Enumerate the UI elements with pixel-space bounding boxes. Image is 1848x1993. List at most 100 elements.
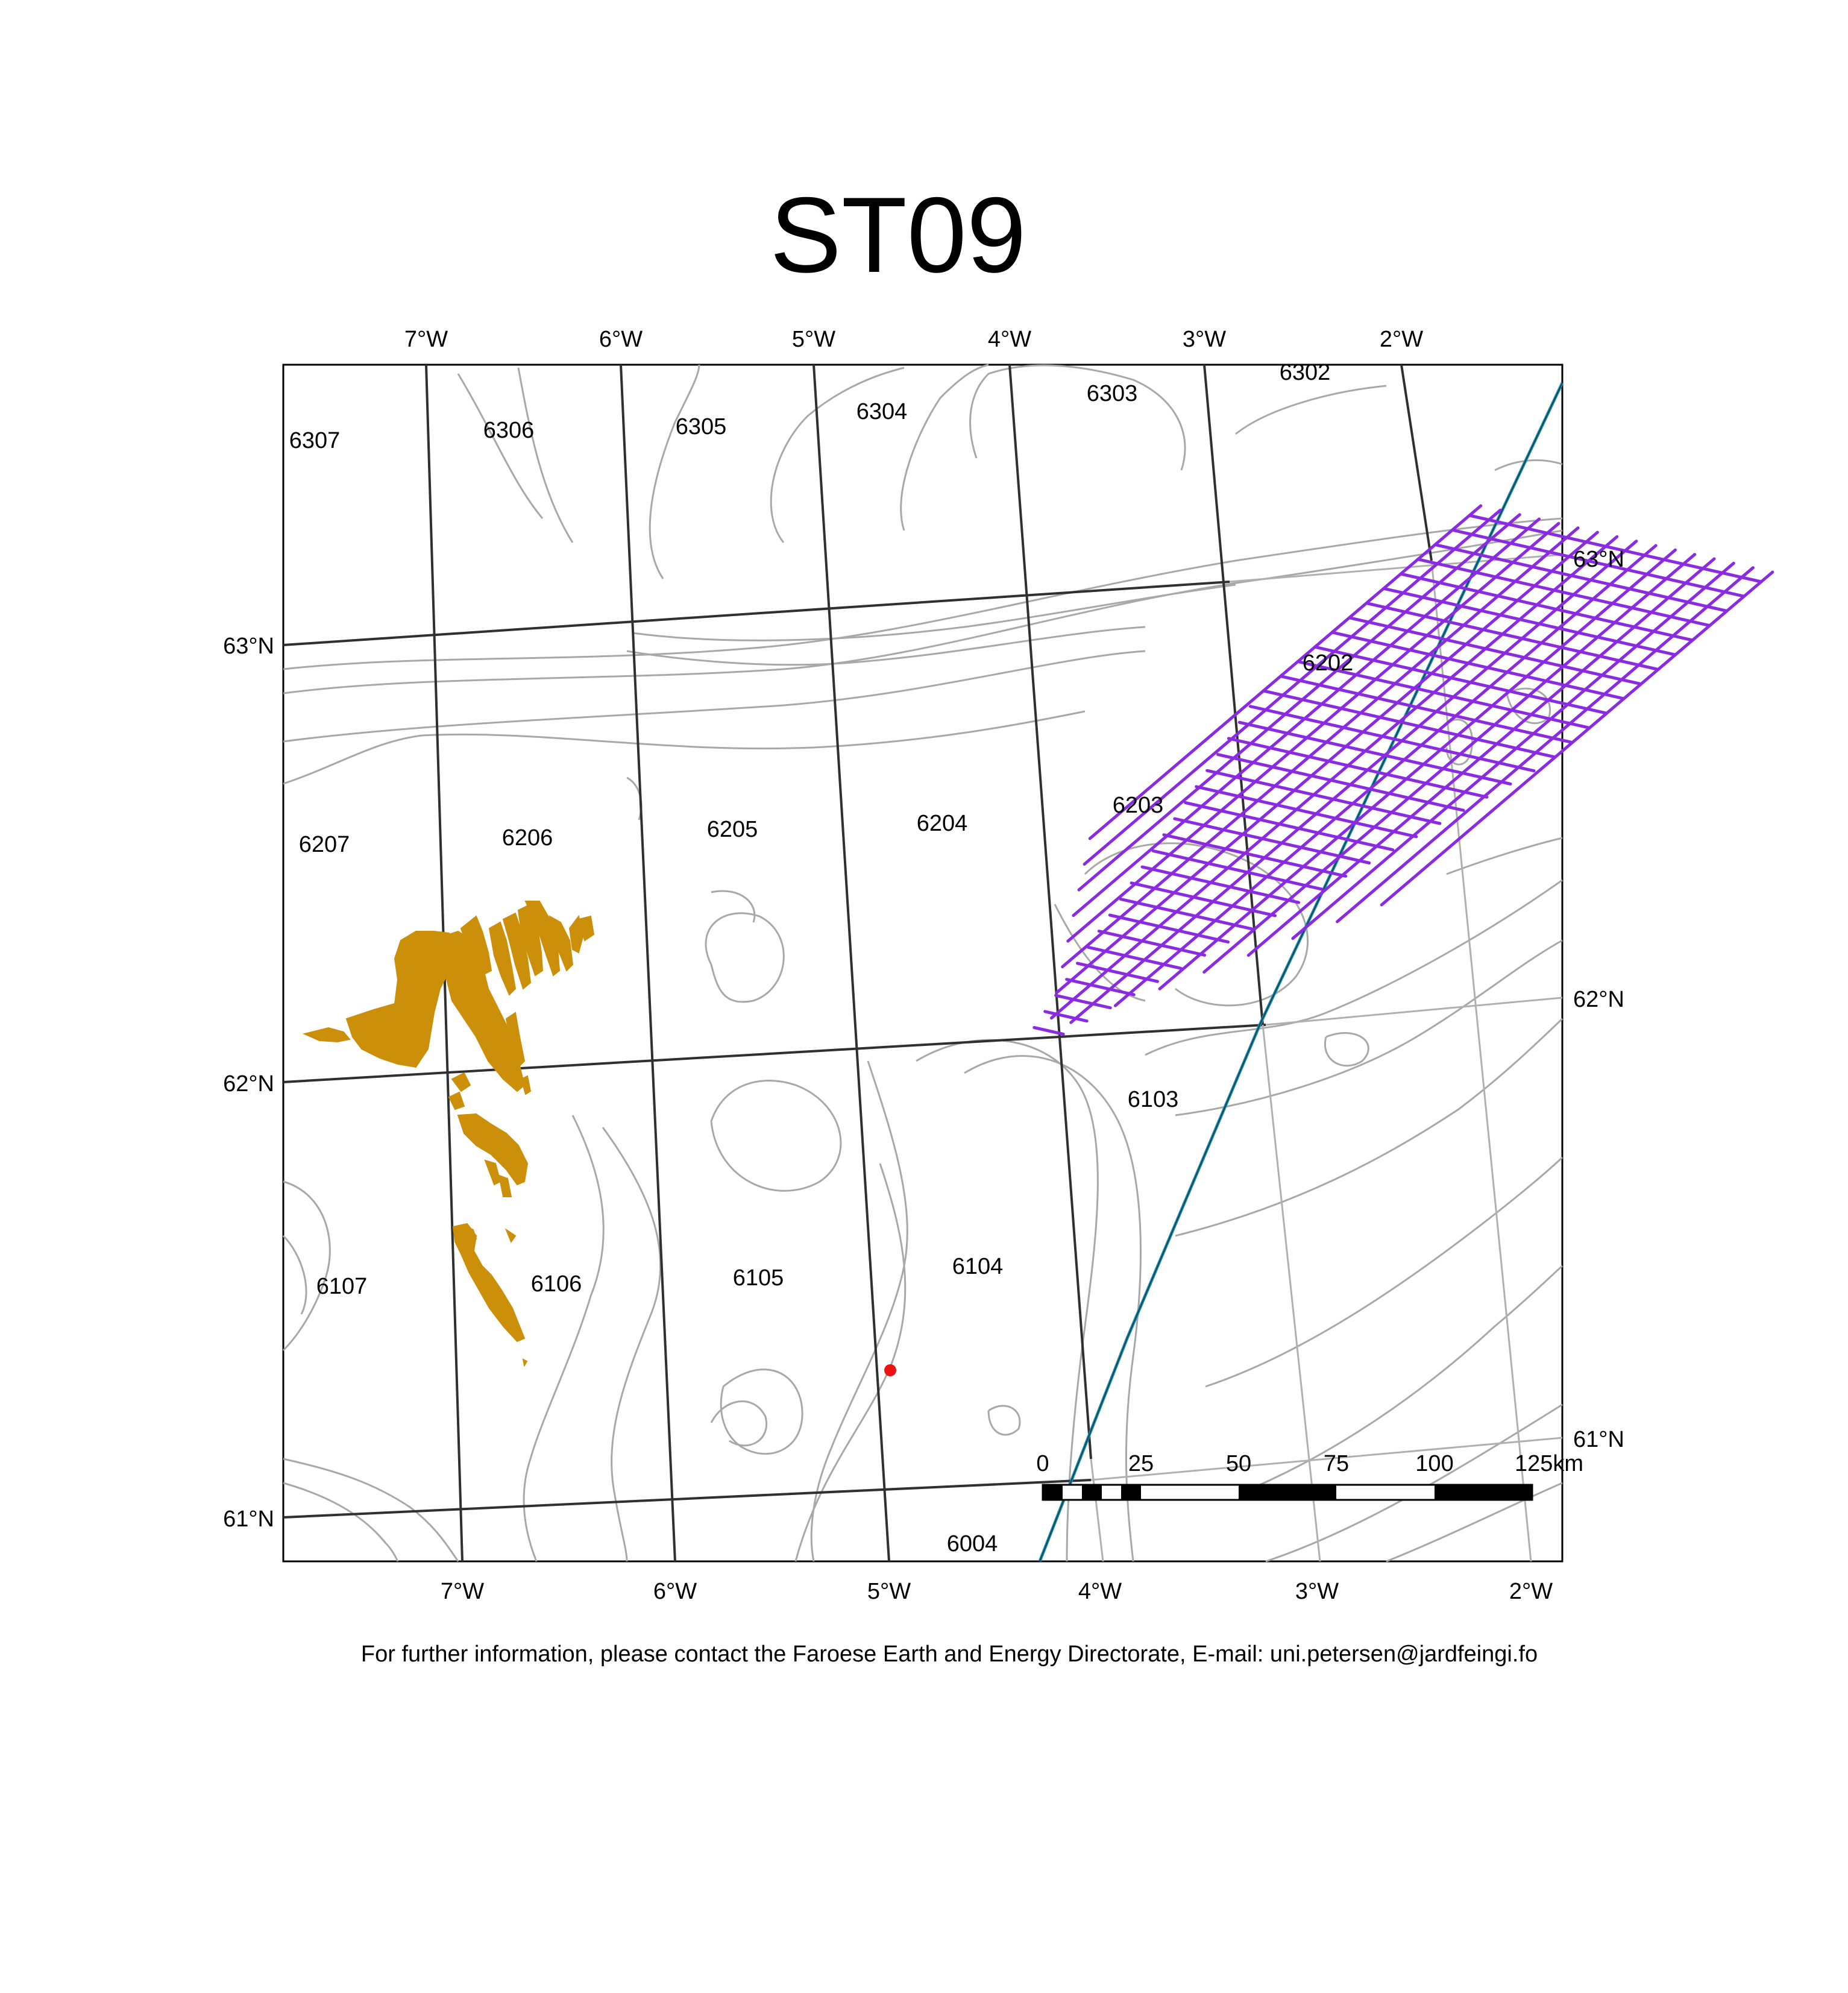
survey-line [1097, 930, 1206, 957]
scale-bar-label: 125km [1515, 1451, 1583, 1476]
quadrant-label: 6104 [952, 1254, 1004, 1279]
quadrant-label: 6004 [947, 1531, 998, 1557]
right-axis-label: 61°N [1573, 1427, 1624, 1452]
contact-footer: For further information, please contact … [360, 1642, 1538, 1667]
top-axis-label: 5°W [792, 327, 835, 352]
top-axis-label: 2°W [1380, 327, 1423, 352]
quadrant-label: 6203 [1113, 793, 1164, 818]
well-marker-icon [884, 1364, 896, 1376]
survey-line [1086, 945, 1183, 970]
survey-line [1069, 540, 1638, 1024]
bottom-axis-label: 7°W [441, 1579, 484, 1604]
survey-line [1468, 514, 1763, 584]
survey-line [1296, 660, 1591, 729]
top-axis-label: 4°W [988, 327, 1031, 352]
survey-line [1108, 913, 1230, 944]
depth-contours [282, 364, 1564, 1563]
scale-bar-segment [1082, 1485, 1102, 1500]
scale-bar-segment [1435, 1485, 1532, 1500]
scale-bar: 0 25 50 75 100 125km [1036, 1451, 1583, 1501]
right-axis-label: 62°N [1573, 987, 1624, 1012]
graticule-light [1090, 553, 1563, 1562]
scale-bar-label: 75 [1324, 1451, 1349, 1476]
quadrant-label: 6307 [289, 428, 341, 453]
bottom-axis-label: 3°W [1295, 1579, 1339, 1604]
survey-line [1043, 1010, 1089, 1023]
quadrant-label: 6206 [502, 825, 553, 851]
survey-line [1416, 558, 1711, 628]
survey-line [1348, 616, 1643, 686]
scale-bar-segment [1043, 1485, 1063, 1500]
survey-line [1237, 720, 1512, 786]
quadrant-label: 6202 [1303, 650, 1354, 676]
survey-line [1072, 517, 1541, 918]
survey-line [1216, 753, 1465, 812]
quadrant-label: 6106 [531, 1271, 582, 1297]
survey-lines [1032, 504, 1774, 1036]
scale-bar-label: 25 [1128, 1451, 1154, 1476]
map-frame [282, 364, 1564, 1563]
left-axis-label: 63°N [223, 634, 274, 659]
scale-bar-label: 50 [1226, 1451, 1251, 1476]
survey-line [1195, 785, 1418, 839]
survey-line [1140, 865, 1301, 904]
survey-line [1336, 566, 1755, 924]
right-axis-label: 63°N [1573, 547, 1624, 572]
survey-line [1066, 521, 1560, 943]
boundary-line-inner [1039, 382, 1563, 1562]
survey-line [1202, 553, 1697, 974]
graticule [283, 364, 1433, 1562]
top-axis-label: 6°W [599, 327, 643, 352]
survey-line [1151, 849, 1324, 891]
survey-line [1054, 993, 1112, 1010]
left-axis-label: 61°N [223, 1507, 274, 1532]
quadrant-label: 6303 [1087, 381, 1138, 406]
survey-line [1055, 531, 1599, 994]
map-title: ST09 [770, 175, 1026, 295]
survey-line [1088, 504, 1483, 840]
survey-line [1279, 675, 1574, 745]
left-axis-label: 62°N [223, 1071, 274, 1097]
survey-line [1113, 544, 1658, 1007]
bottom-axis-label: 2°W [1509, 1579, 1553, 1604]
quadrant-label: 6207 [299, 832, 350, 857]
quadrant-label: 6205 [707, 817, 758, 842]
survey-line [1205, 769, 1442, 825]
quadrant-label: 6103 [1128, 1087, 1179, 1112]
scale-bar-label: 0 [1036, 1451, 1049, 1476]
scale-bar-label: 100 [1415, 1451, 1453, 1476]
survey-line [1173, 817, 1371, 864]
scale-bar-segment [1239, 1485, 1336, 1500]
survey-line [1382, 587, 1677, 656]
faroe-islands-land [302, 901, 595, 1367]
top-axis-label: 3°W [1183, 327, 1226, 352]
survey-line [1077, 513, 1521, 892]
survey-line [1083, 508, 1502, 866]
bottom-axis-label: 4°W [1078, 1579, 1122, 1604]
survey-line [1061, 526, 1580, 969]
survey-line [1365, 602, 1660, 671]
survey-line [1248, 705, 1536, 773]
survey-line [1380, 570, 1774, 907]
survey-line [1262, 689, 1557, 759]
scale-bar-segment [1121, 1485, 1141, 1500]
bottom-axis-label: 6°W [653, 1579, 697, 1604]
survey-line [1158, 548, 1677, 990]
quadrant-label: 6105 [733, 1265, 784, 1291]
survey-line [1433, 543, 1729, 612]
survey-line [1227, 737, 1489, 799]
survey-line [1291, 561, 1735, 940]
survey-line [1451, 528, 1746, 598]
survey-line [1162, 833, 1348, 878]
quadrant-label: 6305 [676, 414, 727, 439]
top-axis-label: 7°W [404, 327, 448, 352]
survey-line [1076, 962, 1159, 983]
quadrant-label: 6304 [856, 399, 908, 424]
quadrant-label: 6204 [917, 811, 968, 836]
survey-line [1119, 897, 1254, 931]
survey-line [1050, 535, 1619, 1020]
survey-line [1330, 631, 1626, 701]
survey-line [1313, 645, 1609, 715]
survey-line [1032, 1026, 1065, 1036]
